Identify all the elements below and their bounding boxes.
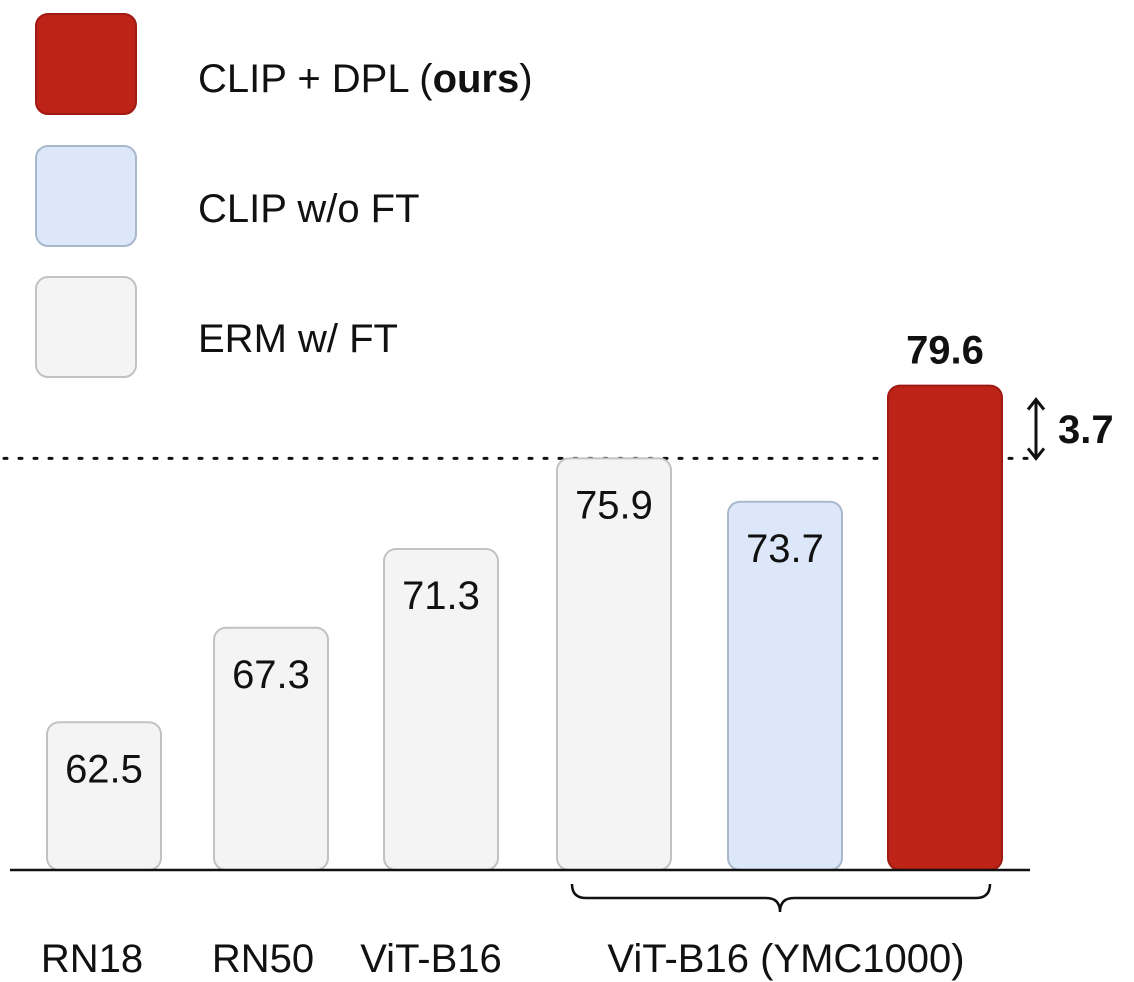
legend-swatch-clip-dpl [35, 13, 137, 115]
bars: 62.5 67.3 71.3 75.9 73.7 79.6 [46, 329, 1003, 871]
legend-swatch-clip-no-ft [35, 145, 137, 247]
arrow-down-icon [1026, 447, 1046, 461]
arrow-up-icon [1026, 397, 1046, 411]
bar-value-label-vit-b16-ymc1000-series-2: 79.6 [906, 329, 984, 373]
difference-label: 3.7 [1058, 408, 1114, 452]
bar-value-label-vit-b16-series-0: 71.3 [402, 574, 480, 618]
legend-swatch-erm-ft [35, 276, 137, 378]
category-label-vit-b16-ymc1000: ViT-B16 (YMC1000) [607, 937, 964, 981]
bar-value-label-rn18-series-0: 62.5 [65, 747, 143, 791]
category-label-rn50: RN50 [212, 937, 314, 981]
bar-rn18-series-0 [46, 721, 162, 871]
legend: CLIP + DPL (ours) CLIP w/o FT ERM w/ FT [35, 13, 533, 378]
bar-value-label-vit-b16-ymc1000-series-0: 75.9 [575, 483, 653, 527]
legend-label-erm-ft: ERM w/ FT [198, 317, 398, 361]
bar-vit-b16-ymc1000-series-2 [887, 384, 1003, 871]
bar-value-label-rn50-series-0: 67.3 [232, 653, 310, 697]
legend-label-clip-dpl: CLIP + DPL (ours) [198, 57, 533, 101]
group-brace [570, 883, 992, 913]
category-label-rn18: RN18 [41, 937, 143, 981]
legend-label-clip-no-ft: CLIP w/o FT [198, 187, 420, 231]
difference-arrow [1026, 397, 1046, 461]
category-label-vit-b16: ViT-B16 [360, 937, 502, 981]
bar-value-label-vit-b16-ymc1000-series-1: 73.7 [746, 527, 824, 571]
